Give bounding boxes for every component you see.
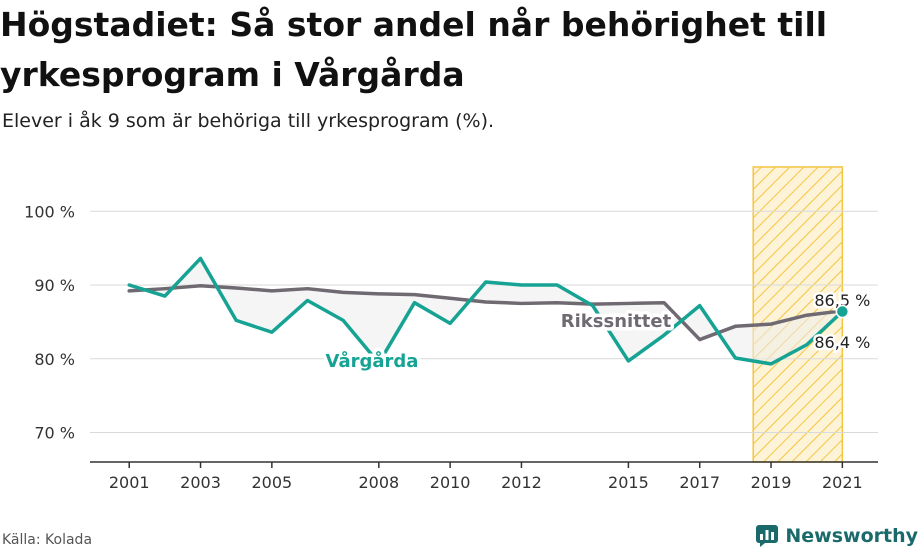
source-note: Källa: Kolada [2,532,93,548]
end-value-vargarda: 86,4 % [814,333,870,352]
difference-area [129,258,843,364]
newsworthy-logo-icon [756,525,779,547]
x-tick-label: 2003 [180,473,221,492]
y-tick-label: 70 % [34,424,75,443]
x-tick-label: 2005 [251,473,292,492]
x-tick-label: 2015 [608,473,649,492]
x-tick-label: 2010 [430,473,471,492]
y-tick-label: 80 % [34,350,75,369]
brand-logo: Newsworthy [755,524,918,548]
x-tick-label: 2017 [679,473,720,492]
y-tick-label: 100 % [24,202,75,221]
series-line-vargarda [127,256,845,366]
x-tick-label: 2012 [501,473,542,492]
series-line-rikssnittet [127,283,845,342]
chart-title: Högstadiet: Så stor andel når behörighet… [0,5,828,94]
x-tick-label: 2008 [358,473,399,492]
x-tick-label: 2021 [822,473,863,492]
x-tick-label: 2019 [751,473,792,492]
chart-subtitle: Elever i åk 9 som är behöriga till yrkes… [2,110,495,132]
x-tick-label: 2001 [109,473,150,492]
y-tick-label: 90 % [34,276,75,295]
series-label-vargarda: Vårgårda [326,350,419,372]
last-point-marker [835,304,850,319]
brand-name: Newsworthy [785,525,918,547]
series-label-rikssnittet: Rikssnittet [561,311,672,332]
line-chart: 70 % 80 % 90 % 100 % 2001 2003 2005 2008 2010 201… [24,166,878,492]
